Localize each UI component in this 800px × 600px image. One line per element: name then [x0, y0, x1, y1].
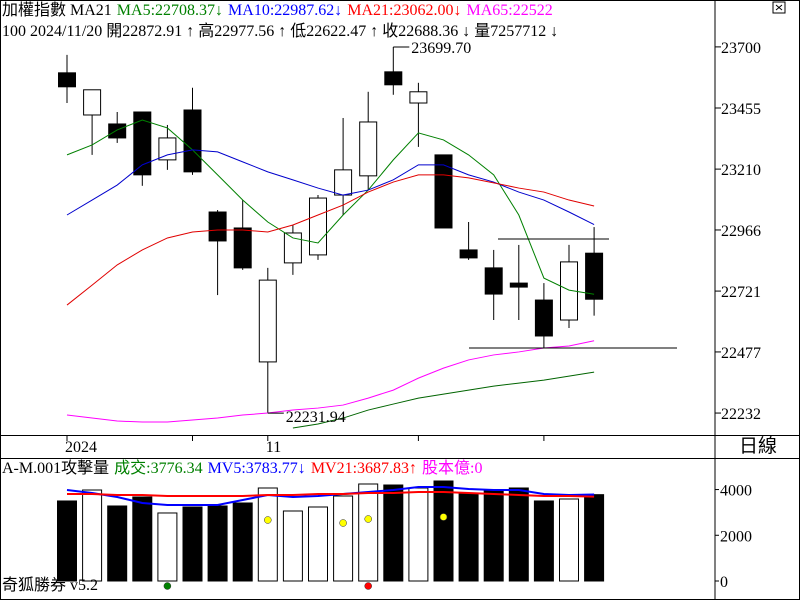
- ma-line: [66, 119, 595, 295]
- volume-header: A-M.001攻擊量 成交:3776.34 MV5:3783.77↓ MV21:368…: [2, 458, 713, 479]
- candle-body: [309, 197, 327, 256]
- candle-body: [534, 299, 553, 337]
- y-tick-label: 23700: [721, 40, 761, 57]
- candle-body: [208, 211, 227, 242]
- y-tick-label: 23210: [721, 162, 761, 179]
- header-text: MV21:3687.83↑: [310, 460, 418, 477]
- signal-dot: [439, 513, 448, 521]
- candle-body: [585, 252, 604, 300]
- volume-bar: [358, 483, 379, 582]
- volume-bar: [408, 487, 429, 582]
- candle-body: [434, 154, 453, 229]
- header-text: MA21:23062.00↓: [347, 2, 462, 19]
- volume-bar: [107, 505, 128, 582]
- volume-bar: [282, 510, 303, 582]
- footer: 奇狐勝券 v5.2: [2, 577, 99, 594]
- volume-bar: [257, 487, 278, 582]
- volume-bar: [57, 500, 77, 582]
- y-tick-label: 22232: [721, 406, 761, 423]
- signal-dot: [339, 519, 347, 527]
- x-tick-label: 11: [266, 439, 281, 456]
- y-tick-label: 23455: [721, 101, 761, 118]
- volume-bar: [383, 484, 404, 582]
- candle-body: [359, 121, 378, 177]
- volume-bar: [207, 505, 228, 582]
- header-line: 加權指數 MA21 MA5:22708.37↓ MA10:22987.62↓ MA21…: [2, 0, 713, 21]
- header-text: MA10:22987.62↓: [228, 2, 343, 19]
- signal-dot: [163, 582, 172, 590]
- candle-body: [509, 282, 528, 288]
- candle-body: [334, 169, 353, 196]
- volume-bar: [559, 498, 579, 582]
- period-label: 日線: [738, 436, 777, 457]
- header-text: MA65:22522: [466, 2, 553, 19]
- annotation-label: 22231.94: [286, 409, 346, 426]
- x-tick-label: 2024: [65, 439, 97, 456]
- signal-dot: [364, 515, 372, 523]
- ma-line: [66, 149, 595, 226]
- mv-line: [66, 485, 595, 506]
- price-plot: [58, 46, 604, 429]
- ma-line: [66, 174, 595, 306]
- header-text: MA5:22708.37↓: [116, 2, 224, 19]
- header-text: A-M.001攻擊量: [2, 460, 110, 477]
- header-text: 股本億:0: [422, 460, 483, 477]
- header-text: 成交:3776.34: [114, 460, 203, 477]
- header-text: MV5:3783.77↓: [207, 460, 306, 477]
- candle-body: [560, 261, 578, 321]
- candle-body: [233, 227, 252, 269]
- volume-bar: [533, 500, 554, 582]
- candle-body: [83, 89, 102, 116]
- ma-line: [292, 371, 595, 429]
- volume-bar: [483, 489, 504, 582]
- volume-bar: [132, 496, 153, 582]
- volume-bar: [232, 502, 253, 582]
- signal-dot: [264, 516, 272, 524]
- candle-body: [133, 111, 152, 176]
- candle-body: [384, 71, 403, 86]
- y-tick-label: 4000: [720, 483, 752, 500]
- y-tick-label: 22721: [721, 284, 761, 301]
- candle-body: [409, 91, 428, 104]
- volume-bar: [182, 506, 203, 582]
- volume-bar: [157, 512, 178, 582]
- volume-bar: [308, 506, 328, 582]
- y-tick-label: 22966: [721, 223, 761, 240]
- candle-body: [484, 267, 503, 295]
- candle-body: [58, 72, 76, 88]
- signal-dot: [364, 582, 372, 590]
- y-tick-label: 22477: [721, 345, 761, 362]
- volume-bar: [458, 493, 479, 582]
- candle-body: [183, 109, 202, 173]
- volume-bar: [433, 480, 454, 582]
- y-tick-label: 2000: [720, 528, 752, 545]
- window-icon-mark: [775, 4, 783, 11]
- header-text: 100 2024/11/20 開22872.91 ↑ 高22977.56 ↑ 低…: [2, 23, 559, 40]
- volume-bar: [508, 487, 529, 582]
- volume-bar: [82, 489, 103, 582]
- candle-body: [258, 279, 277, 363]
- candle-body: [158, 137, 177, 161]
- candle-body: [283, 232, 302, 264]
- header-text: 加權指數 MA21: [2, 2, 112, 19]
- header-line: 100 2024/11/20 開22872.91 ↑ 高22977.56 ↑ 低…: [2, 21, 713, 42]
- mv-line: [67, 490, 595, 498]
- candle-body: [459, 249, 478, 259]
- volume-bar: [333, 495, 354, 582]
- candle-body: [108, 123, 127, 139]
- volume-bar: [584, 494, 605, 582]
- y-tick-label: 0: [720, 574, 728, 591]
- annotation-label: 23699.70: [411, 40, 471, 57]
- ma-line: [66, 340, 595, 423]
